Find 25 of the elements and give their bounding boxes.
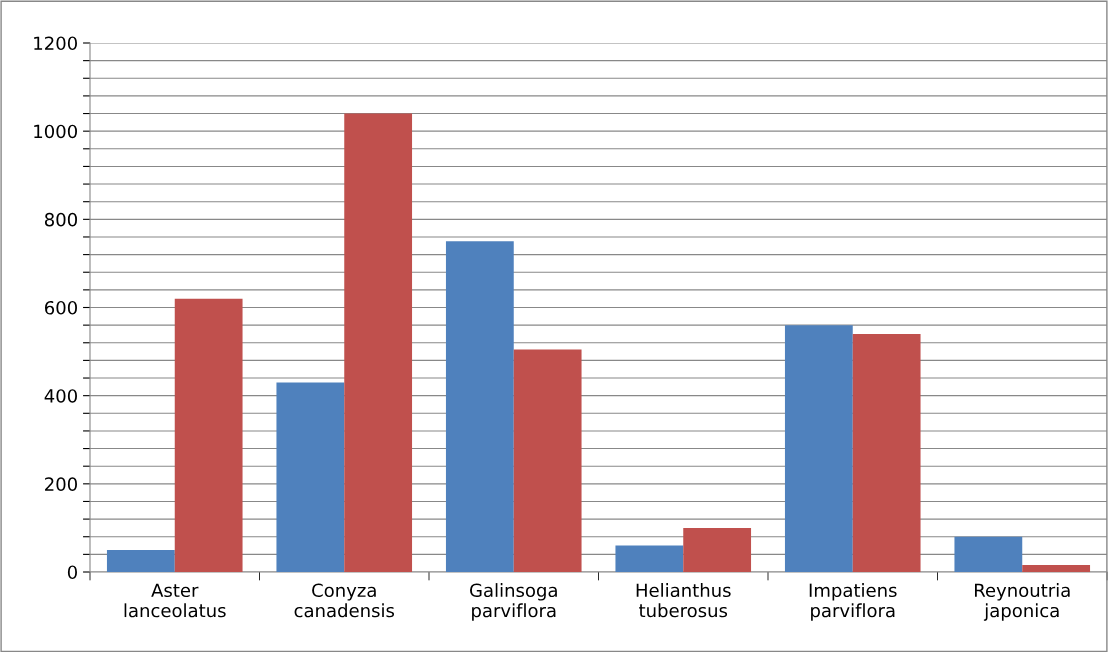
x-tick-label: Impatiens parviflora [809,583,897,621]
y-tick-label: 200 [45,477,77,491]
x-tick-label: Conyza canadensis [294,583,395,618]
y-tick-label: 1000 [34,124,77,139]
bar [445,241,514,572]
bar [513,349,582,572]
bar [174,298,243,572]
bar [852,333,921,572]
bar [683,527,752,572]
bar [106,549,175,572]
bar [784,325,853,572]
x-tick-label: Helianthus tuberosus [636,583,731,618]
bar [1022,564,1091,572]
bar [615,545,684,572]
x-tick-label: Galinsoga parviflora [470,583,557,621]
bar [954,536,1023,572]
x-tick-label: Reynoutria japonica [975,583,1070,621]
y-tick-label: 400 [44,389,77,403]
bar [344,113,413,572]
x-tick-label: Aster lanceolatus [124,583,226,618]
y-tick-label: 0 [67,565,77,580]
bar [276,382,345,572]
y-tick-label: 1200 [34,36,77,51]
y-tick-label: 800 [44,212,77,227]
y-tick-label: 600 [44,300,77,315]
